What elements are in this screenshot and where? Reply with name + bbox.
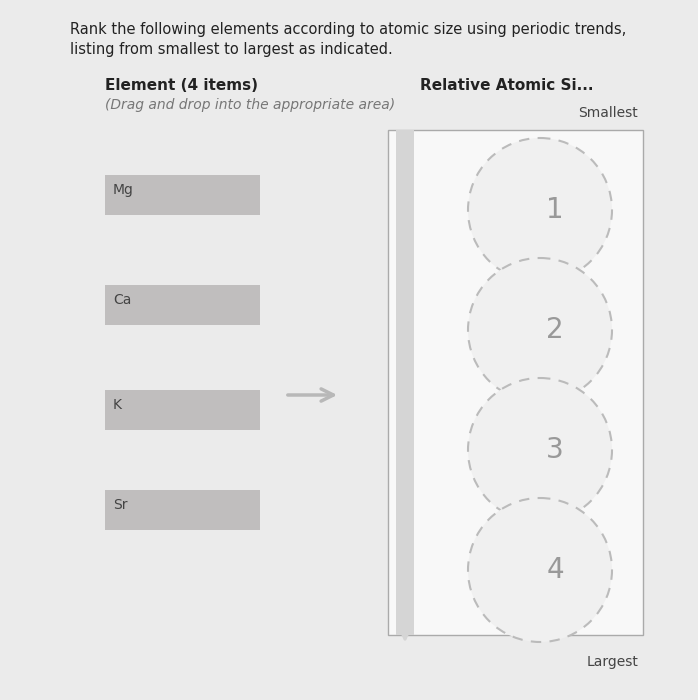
Text: 1: 1 — [547, 196, 564, 224]
Text: Mg: Mg — [113, 183, 134, 197]
Text: Largest: Largest — [586, 655, 638, 669]
Bar — [105, 175, 260, 215]
Text: Rank the following elements according to atomic size using periodic trends,: Rank the following elements according to… — [70, 22, 626, 37]
Circle shape — [468, 138, 612, 282]
Bar — [388, 130, 643, 635]
Bar — [105, 390, 260, 430]
Text: 3: 3 — [546, 436, 564, 464]
Text: 2: 2 — [547, 316, 564, 344]
Text: Ca: Ca — [113, 293, 131, 307]
Text: Smallest: Smallest — [578, 106, 638, 120]
Text: listing from smallest to largest as indicated.: listing from smallest to largest as indi… — [70, 42, 393, 57]
Text: (Drag and drop into the appropriate area): (Drag and drop into the appropriate area… — [105, 98, 395, 112]
Text: Relative Atomic Si...: Relative Atomic Si... — [420, 78, 593, 93]
Text: Sr: Sr — [113, 498, 128, 512]
Text: 4: 4 — [547, 556, 564, 584]
Circle shape — [468, 378, 612, 522]
Bar — [396, 130, 414, 635]
Bar — [105, 285, 260, 325]
Text: K: K — [113, 398, 122, 412]
Bar — [105, 490, 260, 530]
Text: Element (4 items): Element (4 items) — [105, 78, 258, 93]
Circle shape — [468, 258, 612, 402]
Circle shape — [468, 498, 612, 642]
